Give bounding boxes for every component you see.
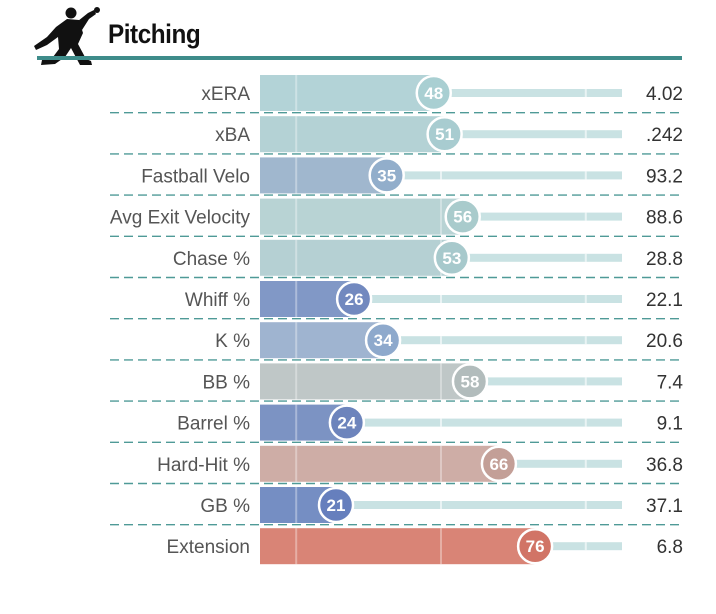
stat-value: 36.8 <box>646 455 683 476</box>
percentile-circle <box>451 363 489 400</box>
stat-value: 4.02 <box>646 84 683 105</box>
track-gridline <box>584 459 587 468</box>
stat-value: 88.6 <box>646 208 683 229</box>
bar-gridline <box>440 445 442 482</box>
percentile-bar <box>260 322 384 359</box>
percentile-label: 53 <box>442 249 461 268</box>
bar-gridline <box>295 116 298 153</box>
track-gridline <box>440 501 442 509</box>
track-gridline <box>584 171 587 180</box>
percentile-label: 51 <box>435 125 454 144</box>
percentile-label: 34 <box>374 331 393 350</box>
section-header: Pitching <box>0 0 716 66</box>
header-rule <box>37 56 682 60</box>
metric-label: BB % <box>202 372 250 393</box>
bar-gridline <box>295 363 298 400</box>
track-gridline <box>440 171 442 180</box>
stat-value: 6.8 <box>657 537 683 558</box>
bar-gridline <box>295 198 298 235</box>
track-gridline <box>440 336 442 345</box>
percentile-bar <box>260 528 536 565</box>
metric-label: GB % <box>200 496 250 517</box>
track-gridline <box>584 295 587 303</box>
stat-value: 9.1 <box>657 414 683 435</box>
section-title: Pitching <box>108 19 201 49</box>
stat-value: 7.4 <box>657 372 684 393</box>
percentile-label: 21 <box>327 496 346 515</box>
bar-gridline <box>295 239 298 276</box>
bar-gridline <box>440 198 442 235</box>
metric-label: K % <box>215 331 250 352</box>
metric-label: Barrel % <box>177 414 250 435</box>
percentile-circle <box>426 115 463 153</box>
metric-label: Extension <box>167 537 250 558</box>
bar-gridline <box>295 322 298 359</box>
track-gridline <box>440 418 442 427</box>
track-gridline <box>584 89 587 97</box>
track-gridline <box>584 130 587 139</box>
metric-label: xERA <box>201 84 250 105</box>
bar-gridline <box>295 75 298 111</box>
bar-gridline <box>295 404 298 441</box>
percentile-circle <box>444 198 481 235</box>
percentile-label: 66 <box>489 455 508 474</box>
metric-label: Whiff % <box>185 290 250 311</box>
track-gridline <box>584 253 587 262</box>
percentile-circle <box>516 527 554 565</box>
percentile-circle <box>364 321 402 359</box>
bar-gridline <box>295 445 298 482</box>
percentile-label: 26 <box>345 290 364 309</box>
percentile-bar <box>260 198 463 235</box>
track-gridline <box>584 377 587 386</box>
percentile-circle <box>317 486 355 524</box>
bar-gridline <box>440 528 442 565</box>
metric-label: Avg Exit Velocity <box>110 208 251 229</box>
percentile-label: 24 <box>337 414 356 433</box>
stat-value: 28.8 <box>646 249 683 270</box>
percentile-label: 76 <box>526 537 545 556</box>
percentile-bar <box>260 116 445 153</box>
metric-label: xBA <box>215 125 250 146</box>
bar-gridline <box>440 363 442 400</box>
metric-label: Fastball Velo <box>141 166 250 187</box>
percentile-circle <box>480 445 518 483</box>
percentile-bar <box>260 157 387 194</box>
percentile-bar <box>260 445 499 482</box>
percentile-label: 58 <box>460 372 479 391</box>
percentile-circle <box>335 280 373 318</box>
percentile-label: 35 <box>377 166 396 185</box>
track-gridline <box>584 418 587 427</box>
track-gridline <box>584 542 587 551</box>
stat-value: 20.6 <box>646 331 683 352</box>
metric-label: Chase % <box>173 249 250 270</box>
percentile-circle <box>433 239 471 277</box>
percentile-bar <box>260 75 434 111</box>
metric-label: Hard-Hit % <box>157 455 250 476</box>
track-gridline <box>584 212 587 221</box>
bar-gridline <box>295 281 298 317</box>
percentile-bar <box>260 363 470 400</box>
percentile-label: 56 <box>453 208 472 227</box>
track-gridline <box>584 501 587 509</box>
pitcher-icon <box>34 7 100 65</box>
bar-gridline <box>295 487 298 523</box>
track-gridline <box>584 336 587 345</box>
percentile-circle <box>415 74 453 112</box>
percentile-circle <box>368 157 405 194</box>
bar-gridline <box>295 157 298 194</box>
percentile-circle <box>328 404 366 441</box>
stat-value: 37.1 <box>646 496 683 517</box>
stat-value: 22.1 <box>646 290 683 311</box>
stat-value: .242 <box>646 125 683 146</box>
track-gridline <box>440 295 442 303</box>
percentile-label: 48 <box>424 84 443 103</box>
bar-gridline <box>295 528 298 565</box>
stat-value: 93.2 <box>646 166 683 187</box>
percentile-bar <box>260 239 452 276</box>
